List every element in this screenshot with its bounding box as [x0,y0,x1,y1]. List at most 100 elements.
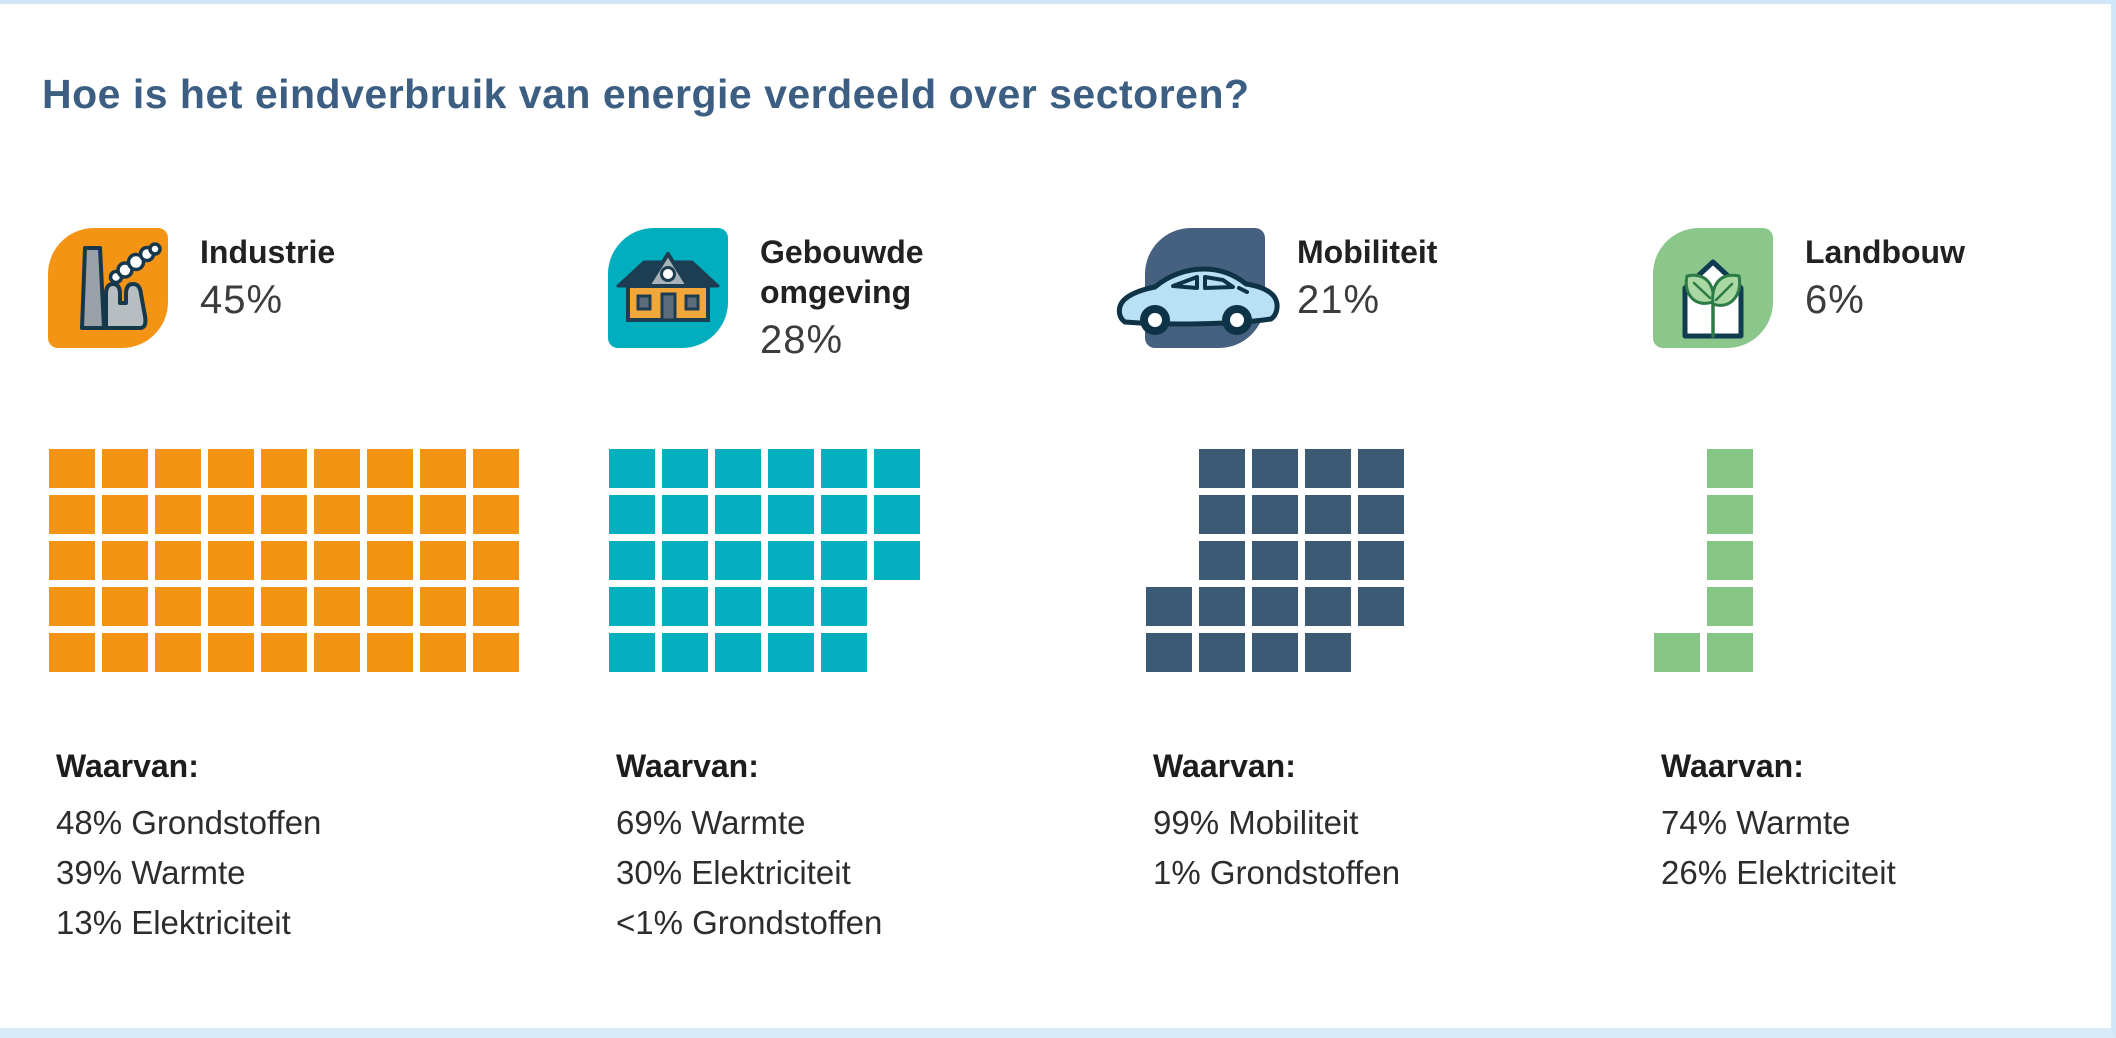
sector-header: Gebouwde omgeving 28% [608,228,1153,363]
waffle-cell [208,495,254,534]
waffle-cell [261,449,307,488]
breakdown-heading: Waarvan: [56,748,199,784]
waffle-cell [1252,633,1298,672]
waffle-cell-empty [1146,495,1192,534]
landbouw-badge [1653,228,1773,348]
sector-percent: 21% [1297,278,1381,322]
breakdown-heading: Waarvan: [1661,748,1804,784]
sector-name: Gebouwde omgeving [760,234,924,310]
waffle-chart-gebouwde-omgeving [609,449,920,672]
waffle-cell [715,541,761,580]
waffle-cell [367,495,413,534]
waffle-row [49,495,519,534]
waffle-cell [715,587,761,626]
breakdown-line: 1% Grondstoffen [1153,854,1401,891]
waffle-cell [715,495,761,534]
waffle-cell [1707,449,1753,488]
waffle-cell [420,495,466,534]
plant-greenhouse-icon [1682,259,1744,339]
waffle-cell [662,633,708,672]
waffle-cell [155,541,201,580]
waffle-cell [609,541,655,580]
waffle-row [609,587,920,626]
waffle-cell [473,541,519,580]
breakdown-list: 99% Mobiliteit 1% Grondstoffen [1153,798,1400,898]
waffle-cell [1358,449,1404,488]
waffle-cell [1305,541,1351,580]
waffle-cell [49,541,95,580]
waffle-row [1654,495,1753,534]
waffle-cell [874,495,920,534]
waffle-cell-empty [874,633,920,672]
sector-column-mobiliteit: Mobiliteit 21% Waarvan: 99% Mobiliteit 1%… [1116,228,1690,1018]
waffle-cell [1305,587,1351,626]
waffle-cell [473,633,519,672]
waffle-chart-mobiliteit [1146,449,1404,672]
sector-percent: 45% [200,278,284,322]
waffle-cell [1199,587,1245,626]
waffle-cell [874,541,920,580]
waffle-cell [1199,541,1245,580]
breakdown-line: 99% Mobiliteit [1153,804,1359,841]
waffle-cell [102,449,148,488]
waffle-cell-empty [1146,541,1192,580]
waffle-cell [261,495,307,534]
waffle-cell [367,541,413,580]
waffle-cell [821,495,867,534]
waffle-row [49,587,519,626]
waffle-cell [1252,449,1298,488]
waffle-cell [102,633,148,672]
waffle-cell-empty [1358,633,1404,672]
sector-titleblock: Gebouwde omgeving 28% [760,228,995,363]
breakdown-industrie: Waarvan: 48% Grondstoffen 39% Warmte 13% E… [56,746,321,948]
waffle-cell [314,587,360,626]
mobiliteit-badge [1116,228,1280,348]
waffle-cell [768,495,814,534]
waffle-cell [49,449,95,488]
waffle-cell-empty [1146,449,1192,488]
waffle-cell-empty [1654,449,1700,488]
breakdown-heading: Waarvan: [1153,748,1296,784]
house-icon [616,252,720,322]
waffle-cell [49,633,95,672]
waffle-cell-empty [1654,495,1700,534]
waffle-cell [609,495,655,534]
gebouwde-omgeving-badge [608,228,728,348]
waffle-cell [420,587,466,626]
breakdown-line: <1% Grondstoffen [616,904,883,941]
sector-percent: 6% [1805,278,1865,322]
sector-column-industrie: Industrie 45% Waarvan: 48% Grondstoffen 3… [48,228,593,1018]
waffle-row [1146,587,1404,626]
waffle-cell [1358,541,1404,580]
waffle-cell [662,449,708,488]
breakdown-line: 26% Elektriciteit [1661,854,1896,891]
breakdown-landbouw: Waarvan: 74% Warmte 26% Elektriciteit [1661,746,1896,898]
industrie-badge [48,228,168,348]
sector-column-gebouwde-omgeving: Gebouwde omgeving 28% Waarvan: 69% Warmt… [608,228,1153,1018]
waffle-row [1654,633,1753,672]
waffle-cell [1707,495,1753,534]
waffle-cell [473,495,519,534]
sector-header: Landbouw 6% [1653,228,2103,348]
sector-titleblock: Mobiliteit 21% [1297,228,1437,323]
waffle-cell [1305,495,1351,534]
waffle-cell [821,633,867,672]
waffle-cell [768,541,814,580]
waffle-row [609,449,920,488]
waffle-row [609,541,920,580]
waffle-cell [1146,633,1192,672]
waffle-cell [1252,587,1298,626]
sector-name: Landbouw [1805,234,1965,270]
waffle-cell [662,541,708,580]
waffle-cell [420,541,466,580]
waffle-row [1146,633,1404,672]
waffle-cell [367,587,413,626]
sector-name: Industrie [200,234,336,270]
waffle-cell [314,449,360,488]
waffle-cell [261,541,307,580]
breakdown-line: 74% Warmte [1661,804,1851,841]
waffle-cell [821,449,867,488]
waffle-cell [155,449,201,488]
waffle-cell [261,633,307,672]
waffle-cell [102,495,148,534]
